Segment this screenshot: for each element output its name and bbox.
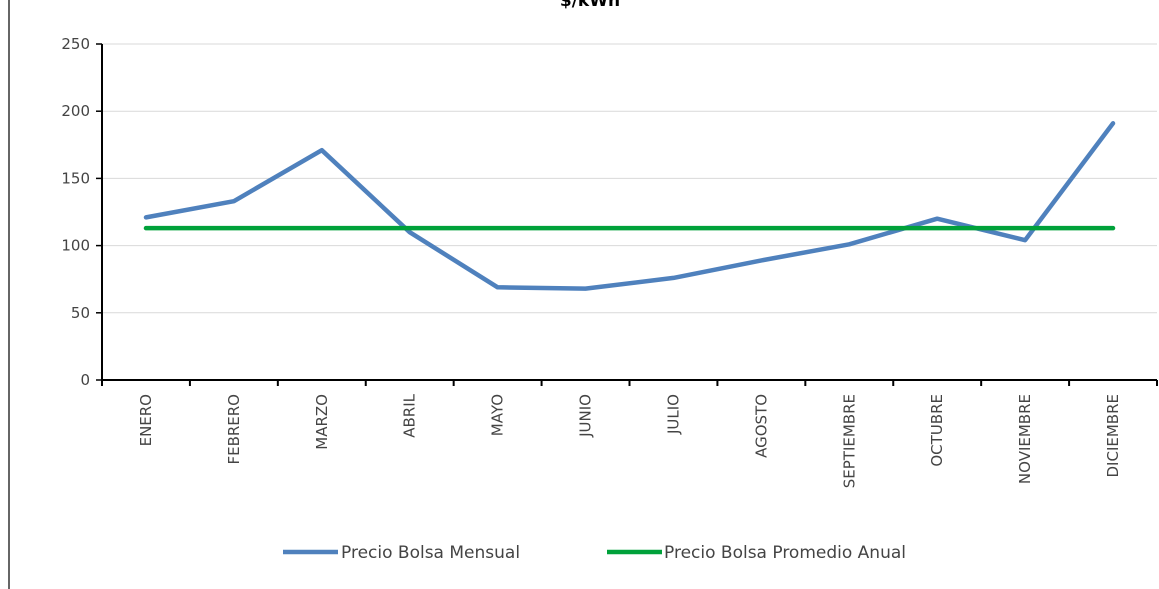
x-tick-label: DICIEMBRE xyxy=(1104,394,1122,477)
x-tick-label: NOVIEMBRE xyxy=(1016,394,1034,484)
x-tick-label: ABRIL xyxy=(401,393,419,437)
y-axis-ticks: 0 50 100 150 200 250 xyxy=(61,35,102,389)
y-tick-label: 150 xyxy=(61,169,90,187)
gridlines xyxy=(102,43,1157,314)
x-tick-label: ENERO xyxy=(137,394,155,446)
y-tick-label: 250 xyxy=(61,35,90,53)
x-axis-ticks: ENERO FEBRERO MARZO ABRIL MAYO JUNIO JULIO AGOS… xyxy=(101,380,1158,488)
x-tick-label: JULIO xyxy=(664,394,682,435)
legend-label: Precio Bolsa Mensual xyxy=(341,543,520,563)
legend-label: Precio Bolsa Promedio Anual xyxy=(664,543,906,563)
x-tick-label: AGOSTO xyxy=(752,394,770,458)
chart-title: $/kWh xyxy=(560,0,620,11)
y-tick-label: 200 xyxy=(61,102,90,120)
x-tick-label: MAYO xyxy=(489,394,507,436)
axes xyxy=(101,44,1157,381)
x-tick-label: OCTUBRE xyxy=(928,394,946,467)
y-tick-label: 100 xyxy=(61,237,90,255)
x-tick-label: JUNIO xyxy=(577,394,595,438)
y-tick-label: 0 xyxy=(80,371,90,389)
x-tick-label: SEPTIEMBRE xyxy=(840,394,858,488)
y-tick-label: 50 xyxy=(71,304,90,322)
x-tick-label: MARZO xyxy=(313,394,331,450)
series-lines xyxy=(143,121,1116,291)
legend: Precio Bolsa Mensual Precio Bolsa Promedi… xyxy=(283,543,906,563)
series-line-1 xyxy=(143,121,1116,291)
x-tick-label: FEBRERO xyxy=(225,394,243,465)
